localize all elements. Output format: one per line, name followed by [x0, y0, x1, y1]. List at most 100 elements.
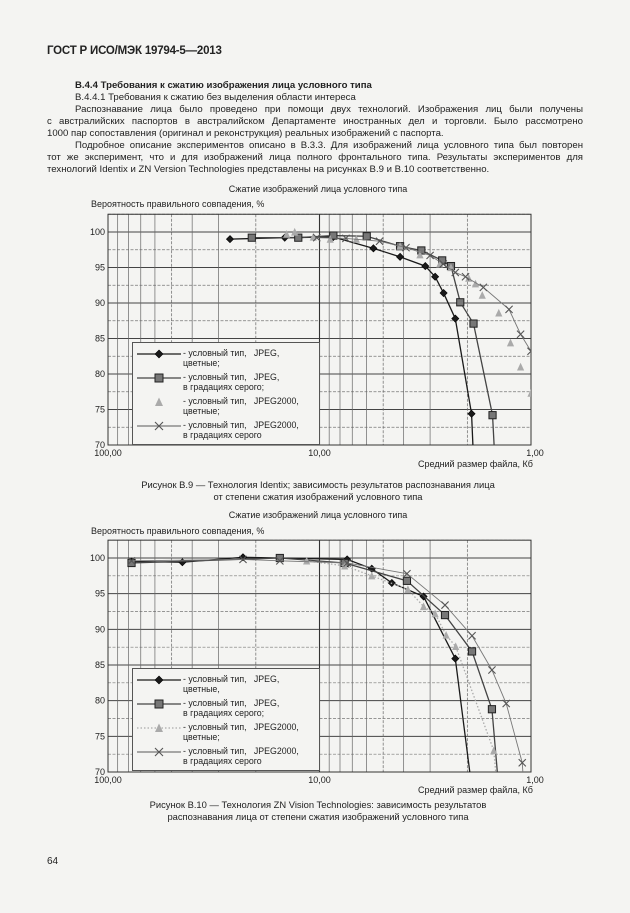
- data-point-cross: [154, 747, 164, 757]
- data-point-cross: [518, 758, 527, 767]
- legend-item: - условный тип, JPEG, в градациях серого…: [133, 371, 317, 393]
- x-tick-label: 100,00: [94, 448, 122, 458]
- y-tick-label: 85: [95, 334, 105, 344]
- body-line: Распознавание лица было проведено при по…: [75, 104, 583, 115]
- body-line: с австралийских паспортов в австралийско…: [47, 116, 583, 127]
- y-tick-label: 100: [90, 553, 105, 563]
- legend-item: - условный тип, JPEG, цветные,: [133, 673, 317, 695]
- legend-swatch: [137, 675, 181, 685]
- data-point-triangle: [490, 746, 498, 755]
- data-point-square: [247, 233, 256, 242]
- body-line: Подробное описание экспериментов описано…: [75, 140, 583, 151]
- series-cross: [312, 233, 531, 356]
- data-point-diamond: [421, 262, 430, 271]
- series-cross: [127, 555, 527, 772]
- data-point-square: [154, 373, 164, 383]
- figure-caption: Рисунок В.10 — Технология ZN Vision Tech…: [58, 799, 578, 822]
- caption-line: распознавания лица от степени сжатия изо…: [167, 810, 469, 822]
- data-point-cross: [375, 237, 384, 246]
- y-tick-label: 75: [95, 731, 105, 741]
- data-point-triangle: [303, 556, 311, 565]
- data-point-cross: [527, 347, 531, 356]
- data-point-triangle: [516, 362, 525, 371]
- plot-frame: [107, 539, 532, 773]
- data-point-diamond: [439, 289, 448, 298]
- data-point-square: [329, 231, 338, 240]
- data-point-triangle: [291, 227, 299, 236]
- y-axis-label: Вероятность правильного совпадения, %: [91, 526, 265, 536]
- legend-label: - условный тип, JPEG, в градациях серого…: [183, 372, 280, 392]
- data-point-cross: [461, 272, 470, 281]
- y-tick-label: 90: [95, 298, 105, 308]
- data-point-triangle: [283, 230, 291, 238]
- data-point-triangle: [155, 723, 163, 732]
- legend-label: - условный тип, JPEG2000, цветные;: [183, 396, 299, 416]
- data-point-cross: [239, 555, 247, 564]
- legend-swatch: [137, 723, 181, 732]
- series-line: [131, 557, 498, 772]
- series-line: [251, 234, 495, 445]
- data-point-cross: [127, 556, 136, 565]
- data-point-diamond: [154, 675, 164, 685]
- data-point-triangle: [326, 235, 334, 243]
- data-point-cross: [343, 559, 352, 567]
- data-point-cross: [439, 259, 448, 268]
- series-triangle: [303, 556, 498, 772]
- legend-item: - условный тип, JPEG2000, цветные;: [133, 395, 317, 417]
- data-point-square: [467, 647, 477, 656]
- data-point-triangle: [478, 291, 486, 299]
- data-point-cross: [502, 699, 511, 708]
- data-point-triangle: [495, 308, 503, 317]
- y-tick-label: 70: [95, 767, 105, 777]
- data-point-triangle: [368, 571, 376, 580]
- data-point-diamond: [154, 349, 164, 359]
- section-heading: В.4.4 Требования к сжатию изображения ли…: [75, 80, 372, 91]
- data-point-square: [456, 298, 465, 307]
- data-point-cross: [402, 243, 410, 252]
- legend-item: - условный тип, JPEG, в градациях серого…: [133, 697, 317, 719]
- data-point-diamond: [451, 314, 460, 323]
- data-point-cross: [516, 330, 525, 339]
- body-line: 1000 пар сопоставления (оригинал и рекон…: [47, 128, 444, 139]
- data-point-triangle: [442, 630, 450, 639]
- chart-title: Сжатие изображений лица условного типа: [228, 184, 408, 194]
- y-tick-label: 95: [95, 589, 105, 599]
- plot-frame: [107, 213, 532, 446]
- legend-label: - условный тип, JPEG, в градациях серого…: [183, 698, 280, 718]
- legend-item: - условный тип, JPEG, цветные;: [133, 347, 317, 369]
- data-point-triangle: [404, 585, 412, 593]
- data-point-cross: [275, 556, 284, 565]
- legend-label: - условный тип, JPEG, цветные;: [183, 348, 280, 368]
- data-point-cross: [341, 234, 350, 243]
- x-tick-label: 10,00: [308, 775, 331, 785]
- plot-area: [225, 227, 531, 445]
- y-tick-label: 70: [95, 440, 105, 450]
- data-point-cross: [426, 251, 435, 260]
- data-point-square: [487, 705, 497, 714]
- data-point-triangle: [416, 250, 424, 259]
- data-point-cross: [441, 601, 450, 610]
- series-triangle: [283, 227, 531, 397]
- data-point-square: [402, 576, 412, 585]
- data-point-cross: [451, 268, 460, 277]
- legend-label: - условный тип, JPEG2000, цветные;: [183, 722, 299, 742]
- legend-label: - условный тип, JPEG, цветные,: [183, 674, 280, 694]
- legend-swatch: [137, 349, 181, 359]
- x-tick-label: 1,00: [526, 775, 544, 785]
- x-tick-label: 1,00: [526, 448, 544, 458]
- data-point-cross: [468, 631, 477, 640]
- legend-swatch: [137, 747, 181, 757]
- data-point-triangle: [506, 338, 515, 347]
- body-line: тот же эксперимент, что и для изображени…: [47, 152, 583, 163]
- x-tick-label: 10,00: [308, 448, 331, 458]
- legend-swatch: [137, 421, 181, 431]
- data-point-triangle: [471, 279, 480, 288]
- legend-item: - условный тип, JPEG2000, цветные;: [133, 721, 317, 743]
- y-tick-label: 90: [95, 624, 105, 634]
- y-tick-label: 75: [95, 405, 105, 415]
- x-axis-label: Средний размер файла, Кб: [418, 785, 533, 795]
- data-point-square: [440, 610, 450, 620]
- data-point-square: [154, 699, 164, 709]
- data-point-triangle: [431, 609, 439, 618]
- data-point-cross: [154, 421, 164, 431]
